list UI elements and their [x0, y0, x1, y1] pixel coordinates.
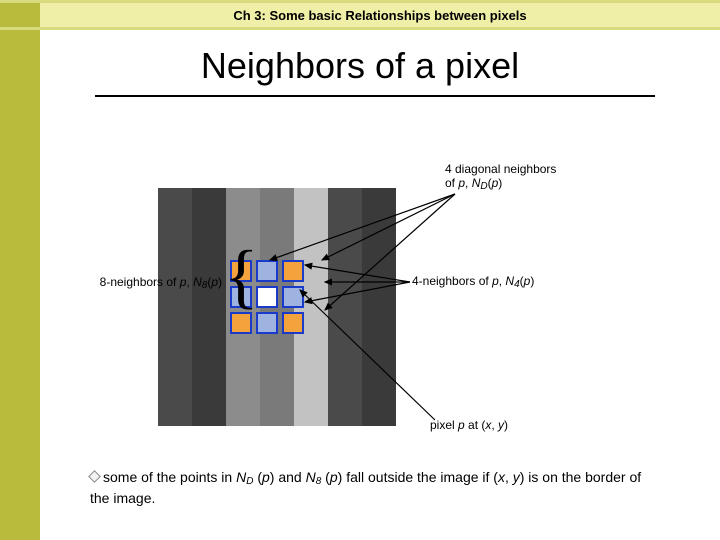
diagonal-neighbor-cell: [282, 260, 304, 282]
bg-pixel: [192, 188, 226, 222]
brace-left: {: [224, 240, 259, 312]
bg-pixel: [192, 222, 226, 256]
label-n8: 8-neighbors of p, N8(p): [70, 275, 222, 292]
diagonal-neighbor-cell: [282, 312, 304, 334]
bg-pixel: [158, 358, 192, 392]
slide-title: Neighbors of a pixel: [0, 45, 720, 87]
label-nd: 4 diagonal neighbors of p, ND(p): [445, 162, 615, 193]
bg-pixel: [328, 324, 362, 358]
bg-pixel: [294, 188, 328, 222]
bullet-icon: [88, 470, 101, 483]
bg-pixel: [158, 222, 192, 256]
bg-pixel: [294, 392, 328, 426]
bg-pixel: [192, 358, 226, 392]
bg-pixel: [158, 392, 192, 426]
pixel-p-cell: [256, 286, 278, 308]
bg-pixel: [226, 392, 260, 426]
bg-pixel: [192, 290, 226, 324]
four-neighbor-cell: [256, 260, 278, 282]
bg-pixel: [362, 392, 396, 426]
bg-pixel: [328, 392, 362, 426]
bg-pixel: [362, 256, 396, 290]
chapter-header: Ch 3: Some basic Relationships between p…: [40, 3, 720, 27]
bg-pixel: [294, 222, 328, 256]
bg-pixel: [328, 256, 362, 290]
bg-pixel: [362, 324, 396, 358]
top-rule-2: [0, 27, 720, 30]
chapter-text: Ch 3: Some basic Relationships between p…: [233, 8, 526, 23]
bg-pixel: [362, 358, 396, 392]
bg-pixel: [260, 392, 294, 426]
bg-pixel: [294, 358, 328, 392]
four-neighbor-cell: [282, 286, 304, 308]
title-underline: [95, 95, 655, 97]
bg-pixel: [158, 324, 192, 358]
bg-pixel: [362, 188, 396, 222]
bg-pixel: [192, 392, 226, 426]
label-n4: 4-neighbors of p, N4(p): [412, 274, 582, 291]
bg-pixel: [362, 222, 396, 256]
bg-pixel: [158, 290, 192, 324]
bg-pixel: [158, 188, 192, 222]
bg-pixel: [226, 188, 260, 222]
bg-pixel: [260, 358, 294, 392]
label-pixel-p: pixel p at (x, y): [430, 418, 580, 432]
body-text: some of the points in ND (p) and N8 (p) …: [90, 468, 650, 507]
bg-pixel: [362, 290, 396, 324]
four-neighbor-cell: [256, 312, 278, 334]
bg-pixel: [192, 324, 226, 358]
bg-pixel: [328, 290, 362, 324]
bg-pixel: [328, 222, 362, 256]
neighbors-diagram: { 8-neighbors of p, N8(p) 4 diagonal nei…: [100, 170, 620, 440]
bg-pixel: [328, 188, 362, 222]
bg-pixel: [260, 222, 294, 256]
bg-pixel: [260, 188, 294, 222]
bg-pixel: [328, 358, 362, 392]
bg-pixel: [226, 358, 260, 392]
